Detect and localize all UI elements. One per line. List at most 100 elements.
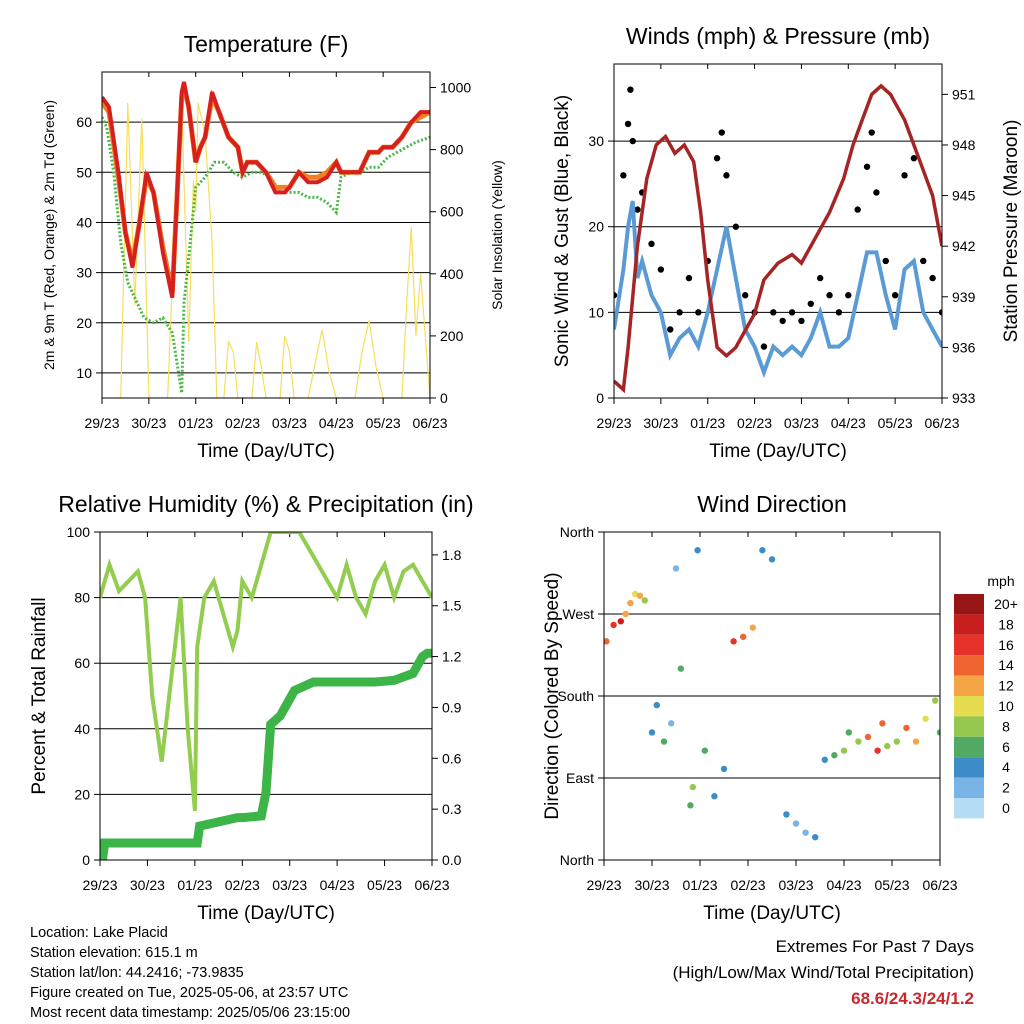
direction-plot-area	[604, 547, 940, 841]
direction-xlabel: Time (Day/UTC)	[703, 903, 841, 924]
direction-xtick-label: 03/23	[778, 877, 813, 893]
gust-point	[882, 257, 889, 265]
temperature-ytick-label: 20	[76, 315, 92, 331]
temperature-xtick-label: 01/23	[178, 415, 213, 431]
gust-point	[929, 274, 936, 282]
direction-xtick-label: 05/23	[874, 877, 909, 893]
direction-ytick-label: East	[566, 770, 594, 786]
winds-ytick-label: 30	[588, 133, 604, 149]
gust-point	[624, 120, 632, 128]
colorbar-swatch	[954, 798, 984, 819]
colorbar-swatch	[954, 716, 984, 737]
colorbar-label: 2	[1002, 780, 1010, 796]
direction-point	[636, 592, 644, 599]
direction-point	[641, 597, 648, 604]
colorbar-swatch	[954, 614, 984, 635]
colorbar-label: 10	[998, 698, 1014, 714]
gust-point	[629, 137, 636, 145]
direction-xtick-label: 06/23	[922, 877, 957, 893]
gust-point	[868, 129, 875, 136]
humidity-ytick-right-label: 0.0	[442, 852, 462, 868]
extremes-subtitle: (High/Low/Max Wind/Total Precipitation)	[672, 963, 974, 982]
humidity-ytick-label: 60	[74, 655, 90, 671]
temperature-ylabel: 2m & 9m T (Red, Orange) & 2m Td (Green)	[41, 100, 57, 370]
gust-point	[676, 309, 683, 316]
humidity-plot-area	[100, 532, 432, 860]
gust-point	[863, 163, 871, 170]
direction-point	[802, 829, 809, 836]
humidity-xtick-label: 29/23	[82, 877, 117, 893]
gust-point	[723, 172, 730, 179]
humidity-line	[100, 532, 432, 811]
direction-point	[884, 742, 891, 750]
colorbar-swatch	[954, 736, 984, 758]
winds-ytick-label: 10	[588, 304, 604, 320]
gust-point	[901, 172, 908, 179]
temperature-xtick-label: 04/23	[319, 415, 354, 431]
temperature-xtick-label: 06/23	[412, 415, 447, 431]
direction-ytick-label: North	[560, 524, 594, 540]
humidity-ytick-right-label: 0.6	[442, 750, 462, 766]
winds-xlabel: Time (Day/UTC)	[709, 441, 847, 462]
direction-point	[711, 793, 718, 800]
gust-point	[620, 172, 627, 179]
colorbar-label: 12	[998, 678, 1014, 694]
gust-point	[718, 129, 725, 136]
direction-xtick-label: 02/23	[730, 877, 765, 893]
humidity-ytick-label: 20	[74, 786, 90, 802]
winds-ytick-label: 0	[596, 390, 604, 406]
colorbar-label: 6	[1002, 739, 1010, 755]
gust-point	[788, 309, 796, 316]
humidity-xtick-label: 03/23	[272, 877, 307, 893]
temperature-ytick-right-label: 1000	[440, 80, 471, 96]
direction-point	[821, 756, 828, 763]
winds-xtick-label: 02/23	[737, 415, 772, 431]
gust-point	[695, 309, 702, 316]
gust-point	[854, 206, 861, 213]
direction-point	[893, 738, 900, 745]
wind-speed-line	[614, 200, 942, 379]
direction-point	[783, 811, 790, 818]
humidity-title: Relative Humidity (%) & Precipitation (i…	[58, 491, 473, 517]
colorbar-label: 4	[1002, 759, 1010, 775]
winds-xtick-label: 03/23	[784, 415, 819, 431]
direction-point	[610, 621, 617, 629]
colorbar-swatch	[954, 757, 984, 778]
temperature-ytick-label: 40	[76, 214, 92, 230]
direction-ytick-label: North	[560, 852, 594, 868]
humidity-ytick-label: 0	[82, 852, 90, 868]
colorbar-label: 16	[998, 637, 1014, 653]
extremes-title: Extremes For Past 7 Days	[775, 937, 974, 956]
humidity-ytick-right-label: 1.8	[442, 547, 462, 563]
temperature-plot-area	[102, 81, 430, 398]
direction-point	[632, 590, 639, 598]
station-info: Location: Lake Placid Station elevation:…	[30, 923, 350, 1023]
colorbar-label: 14	[998, 657, 1014, 673]
winds-xtick-label: 30/23	[643, 415, 678, 431]
direction-point	[687, 802, 694, 809]
temperature-xtick-label: 30/23	[131, 415, 166, 431]
direction-point	[730, 638, 737, 645]
direction-point	[677, 665, 684, 672]
colorbar-swatch	[954, 696, 984, 717]
colorbar-swatch	[954, 634, 984, 656]
direction-xtick-label: 30/23	[634, 877, 669, 893]
direction-point	[622, 610, 629, 618]
winds-ylabel-right: Station Pressure (Maroon)	[1001, 120, 1022, 343]
humidity-ytick-label: 100	[67, 524, 91, 540]
temperature-ytick-right-label: 0	[440, 390, 448, 406]
humidity-xtick-label: 05/23	[367, 877, 402, 893]
gust-point	[816, 274, 824, 282]
direction-title: Wind Direction	[697, 491, 847, 517]
gust-point	[742, 292, 749, 299]
temperature-frame	[101, 71, 431, 399]
extremes-values: 68.6/24.3/24/1.2	[851, 989, 974, 1008]
winds-plot-area	[614, 83, 942, 394]
direction-point	[855, 738, 862, 745]
precipitation-line	[100, 648, 432, 860]
direction-point	[660, 738, 668, 745]
direction-point	[912, 738, 920, 745]
colorbar-label: 8	[1002, 718, 1010, 734]
winds-xtick-label: 04/23	[831, 415, 866, 431]
humidity-xtick-label: 02/23	[225, 877, 260, 893]
